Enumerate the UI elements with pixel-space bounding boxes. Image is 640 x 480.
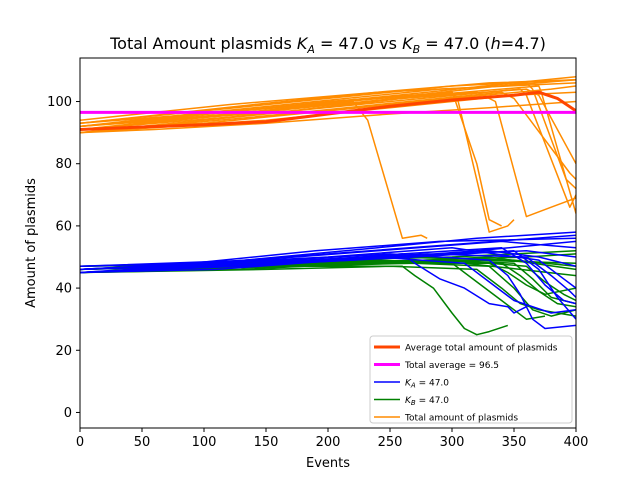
series-line-kb-45 — [80, 259, 576, 308]
x-axis-label: Events — [306, 456, 350, 471]
series-layer — [80, 75, 576, 336]
x-tick-label: 300 — [440, 435, 465, 450]
legend-label-average_total: Average total amount of plasmids — [405, 344, 558, 354]
series-line-kb-39 — [80, 265, 509, 336]
series-line-average_total-0 — [80, 90, 576, 131]
y-axis: 0 20 40 60 80 100 — [47, 95, 80, 421]
series-line-kb-41 — [80, 262, 576, 317]
x-tick-label: 50 — [134, 435, 151, 450]
legend-label-ka: KA = 47.0 — [405, 379, 449, 390]
plot-area — [79, 57, 577, 429]
x-axis: 0 50 100 150 200 250 300 350 400 — [76, 428, 589, 450]
legend-box — [369, 335, 573, 424]
y-tick-label: 0 — [64, 406, 72, 421]
y-tick-label: 100 — [47, 95, 72, 110]
legend-label-kb: KB = 47.0 — [405, 396, 449, 407]
series-line-total-15 — [80, 82, 576, 190]
chart-title: Total Amount plasmids KA = 47.0 vs KB = … — [109, 34, 546, 56]
x-tick-label: 250 — [378, 435, 403, 450]
x-tick-label: 350 — [502, 435, 527, 450]
y-tick-label: 20 — [55, 344, 72, 359]
legend-label-total: Total amount of plasmids — [404, 414, 518, 424]
y-tick-label: 40 — [55, 282, 72, 297]
x-tick-label: 150 — [254, 435, 279, 450]
series-line-kb-43 — [80, 265, 576, 317]
series-line-ka-28 — [80, 250, 576, 320]
series-line-ka-23 — [80, 240, 576, 268]
x-tick-label: 400 — [564, 435, 589, 450]
series-line-ka-32 — [80, 246, 576, 289]
series-line-total-16 — [80, 91, 576, 180]
x-tick-label: 100 — [192, 435, 217, 450]
x-tick-label: 0 — [76, 435, 84, 450]
legend-label-total_average: Total average = 96.5 — [404, 361, 499, 371]
x-tick-label: 200 — [316, 435, 341, 450]
y-axis-label: Amount of plasmids — [24, 178, 39, 308]
series-line-ka-31 — [80, 256, 576, 314]
series-line-total-2 — [80, 100, 576, 134]
y-tick-label: 60 — [55, 219, 72, 234]
y-tick-label: 80 — [55, 157, 72, 172]
legend: Average total amount of plasmids Total av… — [369, 335, 573, 424]
